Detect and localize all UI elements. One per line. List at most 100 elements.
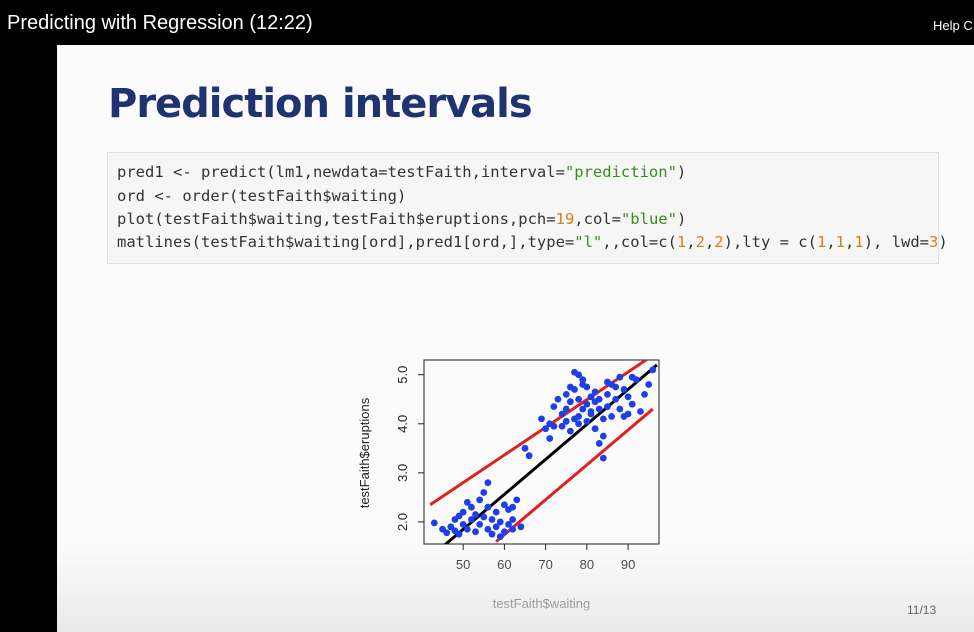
data-point	[521, 444, 529, 452]
code-token: "blue"	[620, 210, 677, 228]
slide-page-indicator: 11/13	[907, 603, 937, 617]
data-point	[513, 496, 521, 504]
data-point	[484, 479, 492, 487]
data-point	[492, 523, 500, 531]
data-point	[612, 395, 620, 403]
code-token: ),lty = c(	[723, 233, 817, 251]
data-point	[472, 511, 479, 518]
data-point	[616, 405, 624, 413]
data-point	[500, 501, 508, 509]
code-token: 1	[835, 233, 845, 251]
code-token: ,,col=c(	[602, 233, 677, 251]
y-axis-label: testFaith$eruptions	[357, 397, 372, 508]
scatter-plot: 50 60 70 80 90 2.0 3.0 4.0 5.0 testFaith$waiting t…	[357, 359, 660, 611]
y-tick-label: 2.0	[395, 513, 410, 531]
help-link[interactable]: Help C	[933, 18, 973, 33]
code-token: 1	[816, 233, 827, 251]
prediction-interval-line	[495, 407, 654, 543]
data-point	[525, 452, 533, 460]
code-token: matlines(testFaith$waiting[ord],pred1[or…	[117, 233, 575, 251]
data-point	[637, 408, 644, 415]
data-point	[575, 413, 583, 420]
data-point	[628, 400, 636, 408]
data-point	[463, 525, 471, 533]
data-point	[579, 376, 587, 384]
code-token: 19	[555, 210, 575, 228]
data-point	[500, 528, 508, 536]
data-point	[430, 519, 438, 527]
code-token: ,	[826, 233, 836, 251]
data-point	[550, 403, 558, 411]
data-point	[608, 413, 615, 420]
data-point	[476, 520, 484, 528]
video-title: Predicting with Regression (12:22)	[7, 12, 313, 34]
data-point	[517, 523, 525, 531]
data-point	[538, 415, 545, 423]
data-point	[649, 366, 657, 374]
data-point	[628, 373, 636, 381]
data-point	[484, 503, 492, 511]
code-token: ), lwd=	[863, 233, 930, 251]
data-point	[554, 395, 562, 403]
data-point	[509, 503, 517, 511]
x-tick-label: 70	[538, 557, 552, 572]
data-point	[595, 440, 603, 447]
code-token: ,	[686, 233, 696, 251]
code-token: 1	[676, 233, 687, 251]
data-point	[595, 405, 603, 413]
data-point	[587, 393, 595, 401]
data-point	[599, 432, 607, 440]
data-point	[558, 410, 566, 418]
code-token: 2	[695, 233, 705, 251]
data-point	[612, 383, 620, 391]
code-token: ord <- order(testFaith$waiting)	[117, 187, 407, 205]
data-point	[624, 393, 632, 401]
data-point	[459, 520, 467, 528]
data-point	[566, 427, 574, 435]
x-tick-label: 50	[456, 557, 470, 572]
code-token: ,	[704, 233, 715, 251]
data-point	[562, 405, 570, 413]
data-point	[579, 405, 587, 413]
code-line: pred1 <- predict(lm1,newdata=testFaith,i…	[117, 163, 686, 181]
y-tick-label: 3.0	[395, 464, 410, 482]
data-point	[468, 503, 475, 511]
x-tick-label: 80	[580, 557, 594, 572]
data-point	[472, 528, 479, 536]
data-point	[480, 489, 488, 496]
y-tick-label: 4.0	[395, 415, 410, 433]
data-point	[591, 388, 599, 396]
code-block: pred1 <- predict(lm1,newdata=testFaith,i…	[107, 152, 948, 264]
code-token: ,col=	[574, 210, 621, 228]
data-point	[558, 422, 566, 430]
code-token: pred1 <- predict(lm1,newdata=testFaith,i…	[117, 163, 565, 181]
code-token: "prediction"	[564, 163, 677, 181]
code-line: matlines(testFaith$waiting[ord],pred1[or…	[117, 233, 948, 251]
data-point	[616, 373, 624, 381]
data-point	[509, 525, 517, 533]
code-token: )	[676, 210, 687, 228]
data-point	[496, 518, 504, 526]
data-point	[620, 386, 628, 393]
x-tick-label: 90	[621, 557, 635, 572]
data-point	[562, 390, 570, 398]
code-token: 1	[854, 233, 864, 251]
data-point	[583, 383, 591, 391]
video-title-bar: Predicting with Regression (12:22) Help …	[0, 0, 974, 45]
data-point	[476, 496, 484, 504]
data-point	[443, 529, 451, 537]
data-point	[604, 403, 611, 411]
y-tick-label: 5.0	[395, 366, 410, 384]
data-point	[620, 413, 628, 420]
data-point	[463, 498, 471, 506]
data-point	[550, 422, 558, 430]
fit-line	[443, 363, 658, 544]
data-point	[583, 417, 591, 425]
code-token: )	[938, 233, 948, 251]
data-point	[484, 525, 492, 533]
data-point	[488, 516, 496, 523]
data-point	[468, 516, 475, 523]
data-point	[591, 425, 599, 433]
data-point	[505, 520, 512, 528]
data-point	[575, 371, 583, 379]
